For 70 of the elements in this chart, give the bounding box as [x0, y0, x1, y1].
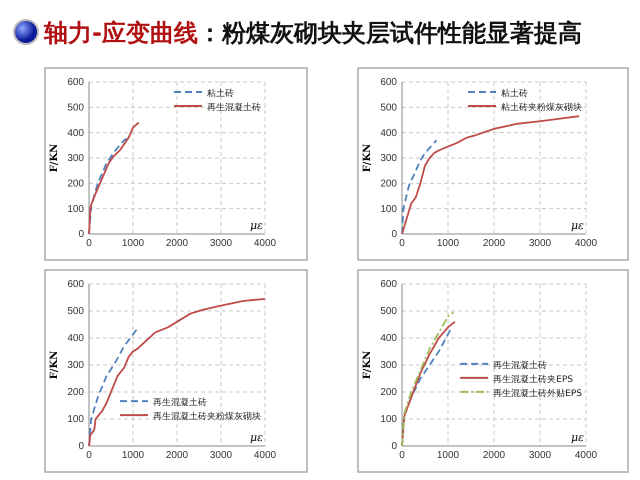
- x-axis-title: με: [570, 431, 584, 444]
- y-tick-label: 500: [67, 306, 84, 318]
- legend-label: 粘土砖: [501, 88, 528, 99]
- y-tick-label: 100: [67, 204, 84, 215]
- x-tick-label: 0: [86, 450, 92, 462]
- x-axis-title: με: [250, 219, 264, 232]
- legend-label: 再生混凝土砖: [207, 102, 261, 113]
- y-tick-label: 600: [67, 279, 84, 290]
- line-series: [88, 122, 140, 235]
- text: 轴力-应变曲线: [43, 19, 198, 47]
- legend-label: 粘土砖: [207, 88, 234, 99]
- y-tick-label: 200: [67, 178, 84, 190]
- x-tick-label: 3000: [210, 238, 233, 250]
- y-tick-label: 0: [391, 441, 398, 452]
- y-tick-label: 200: [380, 387, 398, 398]
- x-tick-label: 4000: [574, 238, 598, 250]
- x-axis-title: με: [570, 219, 584, 232]
- x-tick-label: 1000: [436, 450, 460, 462]
- legend-label: 粘土砖夹粉煤灰砌块: [501, 102, 582, 113]
- x-tick-label: 1000: [122, 450, 145, 462]
- legend-label: 再生混凝土砖外贴EPS: [493, 388, 582, 399]
- y-axis-title: F/KN: [49, 350, 60, 380]
- x-tick-label: 4000: [574, 450, 598, 462]
- y-axis-title: F/KN: [362, 144, 373, 172]
- y-tick-label: 300: [67, 360, 84, 372]
- x-axis-title: με: [250, 431, 264, 444]
- y-axis-title: F/KN: [49, 144, 60, 172]
- y-tick-label: 600: [380, 77, 398, 88]
- y-tick-label: 400: [380, 333, 398, 344]
- y-tick-label: 0: [78, 441, 84, 452]
- x-tick-label: 2000: [482, 450, 506, 462]
- x-tick-label: 2000: [482, 238, 506, 250]
- y-tick-label: 100: [380, 204, 398, 215]
- x-tick-label: 0: [399, 238, 406, 250]
- x-tick-label: 2000: [166, 450, 189, 462]
- legend-label: 再生混凝土砖: [153, 397, 207, 408]
- y-axis-title: F/KN: [362, 350, 373, 380]
- y-tick-label: 0: [78, 229, 84, 240]
- x-tick-label: 0: [86, 238, 92, 250]
- y-tick-label: 400: [380, 128, 398, 139]
- line-series: [401, 139, 438, 235]
- legend-label: 再生混凝土砖夹粉煤灰砌块: [153, 411, 261, 422]
- legend-label: 再生混凝土砖: [493, 360, 548, 371]
- x-tick-label: 3000: [528, 450, 552, 462]
- y-tick-label: 300: [380, 360, 398, 372]
- x-tick-label: 3000: [528, 238, 552, 250]
- x-tick-label: 1000: [436, 238, 460, 250]
- y-tick-label: 500: [67, 102, 84, 114]
- y-tick-label: 300: [380, 153, 398, 164]
- y-tick-label: 0: [391, 229, 398, 240]
- x-tick-label: 1000: [122, 238, 145, 250]
- y-tick-label: 400: [67, 333, 84, 344]
- x-tick-label: 3000: [210, 450, 233, 462]
- line-series: [88, 328, 138, 447]
- y-tick-label: 600: [380, 279, 398, 290]
- legend-label: 再生混凝土砖夹EPS: [493, 374, 574, 385]
- y-tick-label: 300: [67, 153, 84, 164]
- y-tick-label: 600: [67, 77, 84, 88]
- y-tick-label: 100: [67, 414, 84, 426]
- y-tick-label: 500: [380, 306, 398, 318]
- x-tick-label: 2000: [166, 238, 189, 250]
- y-tick-label: 200: [67, 387, 84, 398]
- text: ：粉煤灰砌块夹层试件性能显著提高: [198, 19, 582, 47]
- y-tick-label: 400: [67, 128, 84, 139]
- y-tick-label: 500: [380, 102, 398, 114]
- y-tick-label: 100: [380, 414, 398, 426]
- x-tick-label: 4000: [254, 450, 277, 462]
- y-tick-label: 200: [380, 178, 398, 190]
- x-tick-label: 0: [399, 450, 406, 462]
- x-tick-label: 4000: [254, 238, 277, 250]
